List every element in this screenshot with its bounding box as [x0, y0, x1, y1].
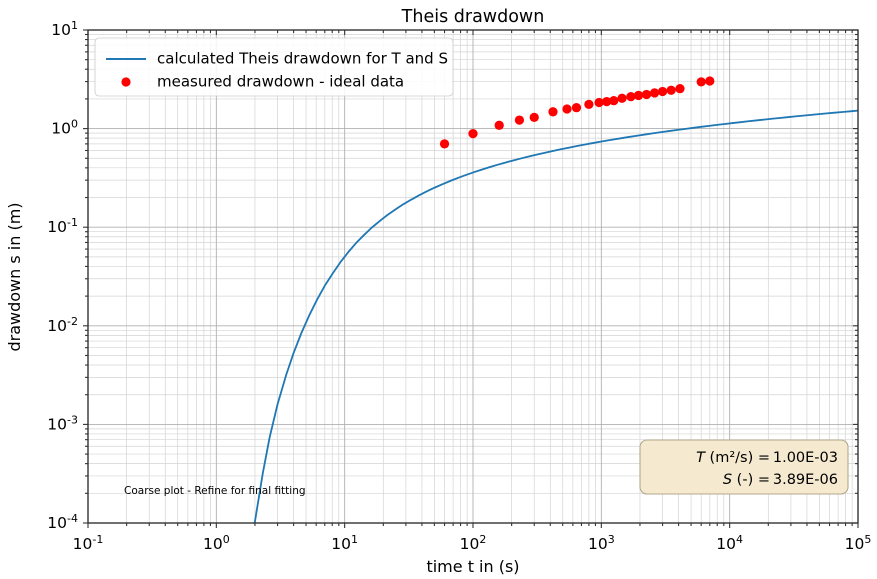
data-point — [494, 120, 504, 130]
storativity-label: S (-) = — [723, 472, 770, 488]
legend-marker-swatch — [121, 77, 131, 87]
x-tick-label: 101 — [331, 533, 358, 553]
data-point — [626, 92, 636, 102]
data-point — [666, 85, 676, 95]
legend-box — [94, 37, 454, 97]
tick-marks — [83, 29, 859, 528]
data-point — [633, 90, 644, 101]
x-tick-labels: 10-1 100 101 102 103 104 105 — [73, 533, 872, 553]
y-tick-labels: 101 100 10-1 10-2 10-3 10-4 — [47, 19, 78, 532]
data-point — [657, 86, 668, 97]
data-point — [468, 128, 478, 139]
data-point — [617, 93, 627, 103]
x-tick-label: 103 — [588, 533, 615, 553]
parameter-annotation-box: T (m²/s) = 1.00E-03 S (-) = 3.89E-06 — [639, 439, 849, 495]
data-point — [439, 139, 450, 149]
y-tick-label: 100 — [51, 118, 78, 138]
y-tick-label: 10-1 — [47, 216, 78, 236]
legend-entry-line: calculated Theis drawdown for T and S — [106, 50, 448, 68]
y-tick-label: 10-2 — [47, 315, 78, 335]
series-measured-drawdown — [439, 76, 715, 149]
parameter-box-background — [639, 439, 849, 495]
data-point — [649, 88, 660, 98]
coarse-plot-note: Coarse plot - Refine for final fitting — [124, 485, 306, 497]
x-tick-label: 104 — [716, 533, 743, 553]
y-axis-label: drawdown s in (m) — [5, 202, 24, 351]
data-point — [609, 96, 619, 106]
data-point — [548, 107, 558, 117]
series-calculated-theis-drawdown — [253, 109, 858, 523]
transmissivity-label: T (m²/s) = — [696, 450, 770, 466]
data-point — [641, 89, 652, 100]
y-tick-label: 10-4 — [47, 512, 78, 532]
x-tick-label: 10-1 — [73, 533, 104, 553]
data-point — [705, 76, 715, 86]
x-tick-label: 102 — [460, 533, 487, 553]
data-point — [571, 103, 582, 113]
x-tick-label: 100 — [203, 533, 230, 553]
data-point — [562, 104, 572, 114]
data-point — [675, 84, 685, 94]
y-tick-label: 101 — [51, 19, 78, 39]
legend-label-measured: measured drawdown - ideal data — [157, 73, 404, 91]
storativity-value: 3.89E-06 — [773, 472, 838, 488]
y-tick-label: 10-3 — [47, 413, 78, 433]
theis-curve-path — [253, 109, 858, 523]
data-point — [584, 99, 594, 110]
legend: calculated Theis drawdown for T and S me… — [94, 37, 454, 97]
transmissivity-value: 1.00E-03 — [773, 450, 838, 466]
data-point — [594, 97, 604, 108]
legend-entry-scatter: measured drawdown - ideal data — [121, 73, 404, 91]
data-point — [602, 96, 612, 107]
data-point — [529, 112, 539, 123]
x-axis-label: time t in (s) — [426, 557, 519, 576]
data-point — [514, 115, 525, 125]
x-tick-label: 105 — [845, 533, 872, 553]
legend-label-calculated: calculated Theis drawdown for T and S — [157, 50, 448, 68]
chart-title: Theis drawdown — [401, 7, 545, 27]
data-point — [696, 77, 706, 87]
